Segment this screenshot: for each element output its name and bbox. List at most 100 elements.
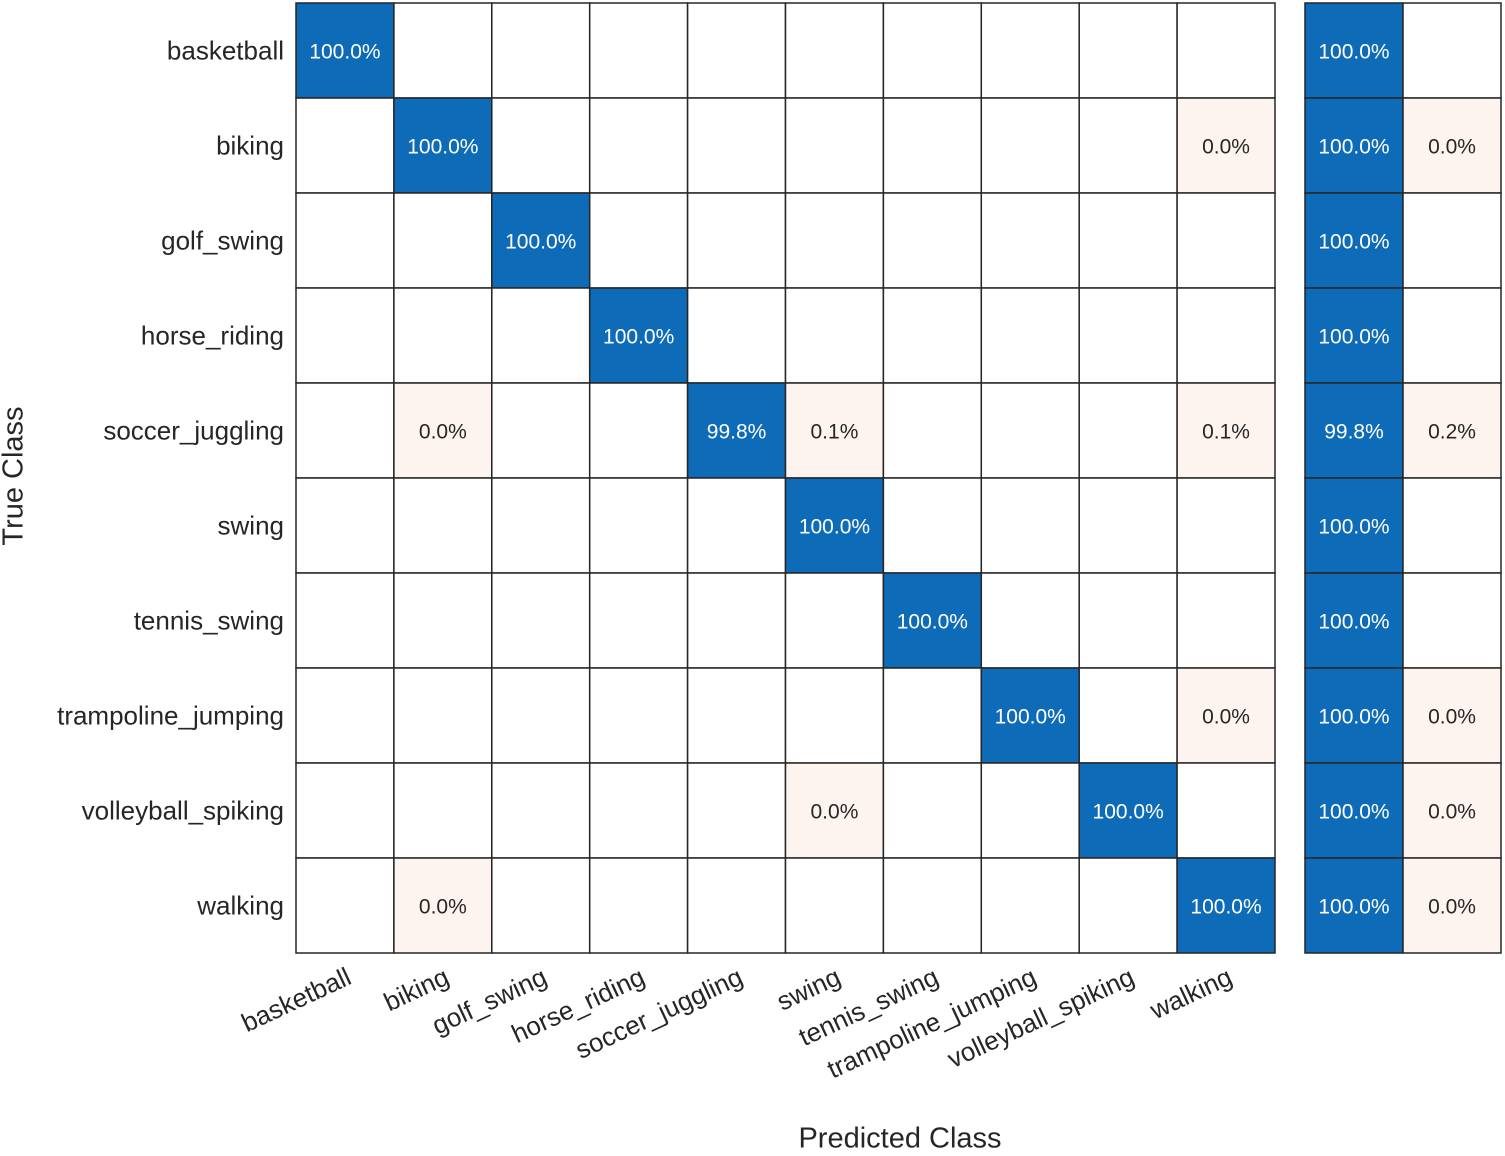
matrix-cell bbox=[1078, 667, 1178, 764]
matrix-cell bbox=[393, 667, 493, 764]
matrix-cell bbox=[1176, 477, 1276, 574]
summary-cell bbox=[1402, 477, 1502, 574]
summary-value: 0.0% bbox=[1428, 136, 1476, 159]
summary-value: 0.0% bbox=[1428, 706, 1476, 729]
matrix-cell bbox=[686, 477, 787, 574]
y-tick-label: biking bbox=[216, 131, 284, 161]
matrix-cell bbox=[491, 287, 591, 384]
summary-value: 100.0% bbox=[1318, 231, 1389, 254]
matrix-cell bbox=[882, 287, 983, 384]
matrix-cell bbox=[393, 572, 493, 669]
matrix-cell bbox=[393, 287, 493, 384]
summary-cell bbox=[1402, 2, 1502, 99]
matrix-cell bbox=[491, 572, 591, 669]
matrix-cell bbox=[295, 477, 395, 574]
cell-value: 100.0% bbox=[1093, 801, 1164, 824]
y-tick-label: basketball bbox=[167, 36, 284, 66]
matrix-cell bbox=[980, 287, 1080, 384]
matrix-cell bbox=[882, 762, 983, 859]
x-axis-title: Predicted Class bbox=[798, 1122, 1002, 1155]
matrix-cell bbox=[1176, 287, 1276, 384]
matrix-cell bbox=[686, 572, 787, 669]
matrix-cell bbox=[784, 572, 885, 669]
cell-value: 100.0% bbox=[995, 706, 1066, 729]
matrix-cell bbox=[980, 762, 1080, 859]
matrix-cell bbox=[686, 2, 787, 99]
summary-cell bbox=[1304, 477, 1404, 574]
matrix-cell bbox=[588, 667, 689, 764]
matrix-cell bbox=[686, 857, 787, 954]
matrix-cell bbox=[882, 857, 983, 954]
matrix-cell bbox=[980, 382, 1080, 479]
cell-value: 100.0% bbox=[603, 326, 674, 349]
matrix-cell bbox=[1176, 572, 1276, 669]
summary-cell bbox=[1304, 857, 1404, 954]
matrix-cell bbox=[491, 2, 591, 99]
summary-cell bbox=[1304, 2, 1404, 99]
matrix-cell bbox=[882, 2, 983, 99]
y-tick-label: walking bbox=[196, 891, 284, 921]
matrix-cell bbox=[686, 667, 787, 764]
matrix-cell bbox=[980, 667, 1080, 764]
matrix-cell bbox=[491, 97, 591, 194]
summary-cell bbox=[1304, 97, 1404, 194]
cell-value: 0.0% bbox=[1202, 706, 1250, 729]
summary-value: 0.0% bbox=[1428, 801, 1476, 824]
matrix-cell bbox=[784, 287, 885, 384]
y-tick-label: golf_swing bbox=[161, 226, 284, 256]
summary-cell bbox=[1402, 287, 1502, 384]
summary-value: 0.2% bbox=[1428, 421, 1476, 444]
matrix-cell bbox=[295, 287, 395, 384]
matrix-cell bbox=[588, 857, 689, 954]
matrix-cell bbox=[784, 2, 885, 99]
matrix-cell bbox=[1176, 2, 1276, 99]
matrix-cell bbox=[588, 382, 689, 479]
matrix-cell bbox=[980, 2, 1080, 99]
y-tick-label: swing bbox=[218, 511, 284, 541]
summary-value: 100.0% bbox=[1318, 516, 1389, 539]
summary-value: 100.0% bbox=[1318, 136, 1389, 159]
summary-value: 100.0% bbox=[1318, 326, 1389, 349]
summary-value: 0.0% bbox=[1428, 896, 1476, 919]
matrix-cell bbox=[882, 97, 983, 194]
matrix-cell bbox=[1078, 287, 1178, 384]
summary-cell bbox=[1304, 287, 1404, 384]
matrix-cell bbox=[980, 572, 1080, 669]
summary-cell bbox=[1402, 192, 1502, 289]
matrix-cell bbox=[588, 2, 689, 99]
matrix-cell bbox=[393, 762, 493, 859]
matrix-cell bbox=[980, 192, 1080, 289]
matrix-cell bbox=[686, 97, 787, 194]
matrix-cell bbox=[784, 97, 885, 194]
matrix-cell bbox=[1078, 477, 1178, 574]
summary-cell bbox=[1402, 97, 1502, 194]
summary-cell bbox=[1304, 667, 1404, 764]
cell-value: 100.0% bbox=[1190, 896, 1261, 919]
cell-value: 100.0% bbox=[407, 136, 478, 159]
matrix-cell bbox=[784, 857, 885, 954]
matrix-cell bbox=[491, 192, 591, 289]
summary-cell bbox=[1304, 762, 1404, 859]
matrix-cell bbox=[882, 192, 983, 289]
matrix-cell bbox=[686, 287, 787, 384]
cell-value: 100.0% bbox=[897, 611, 968, 634]
cell-value: 0.0% bbox=[1202, 136, 1250, 159]
y-axis-title: True Class bbox=[0, 406, 30, 546]
matrix-cell bbox=[784, 762, 885, 859]
matrix-cell bbox=[295, 572, 395, 669]
matrix-cell bbox=[295, 382, 395, 479]
matrix-cell bbox=[295, 192, 395, 289]
summary-cell bbox=[1402, 857, 1502, 954]
summary-cell bbox=[1402, 667, 1502, 764]
summary-value: 100.0% bbox=[1318, 706, 1389, 729]
matrix-cell bbox=[588, 762, 689, 859]
matrix-cell bbox=[1078, 857, 1178, 954]
matrix-cell bbox=[588, 477, 689, 574]
matrix-cell bbox=[1176, 97, 1276, 194]
matrix-cell bbox=[491, 382, 591, 479]
cell-value: 0.0% bbox=[811, 801, 859, 824]
matrix-cell bbox=[1176, 857, 1276, 954]
matrix-cell bbox=[588, 192, 689, 289]
matrix-cell bbox=[1176, 762, 1276, 859]
